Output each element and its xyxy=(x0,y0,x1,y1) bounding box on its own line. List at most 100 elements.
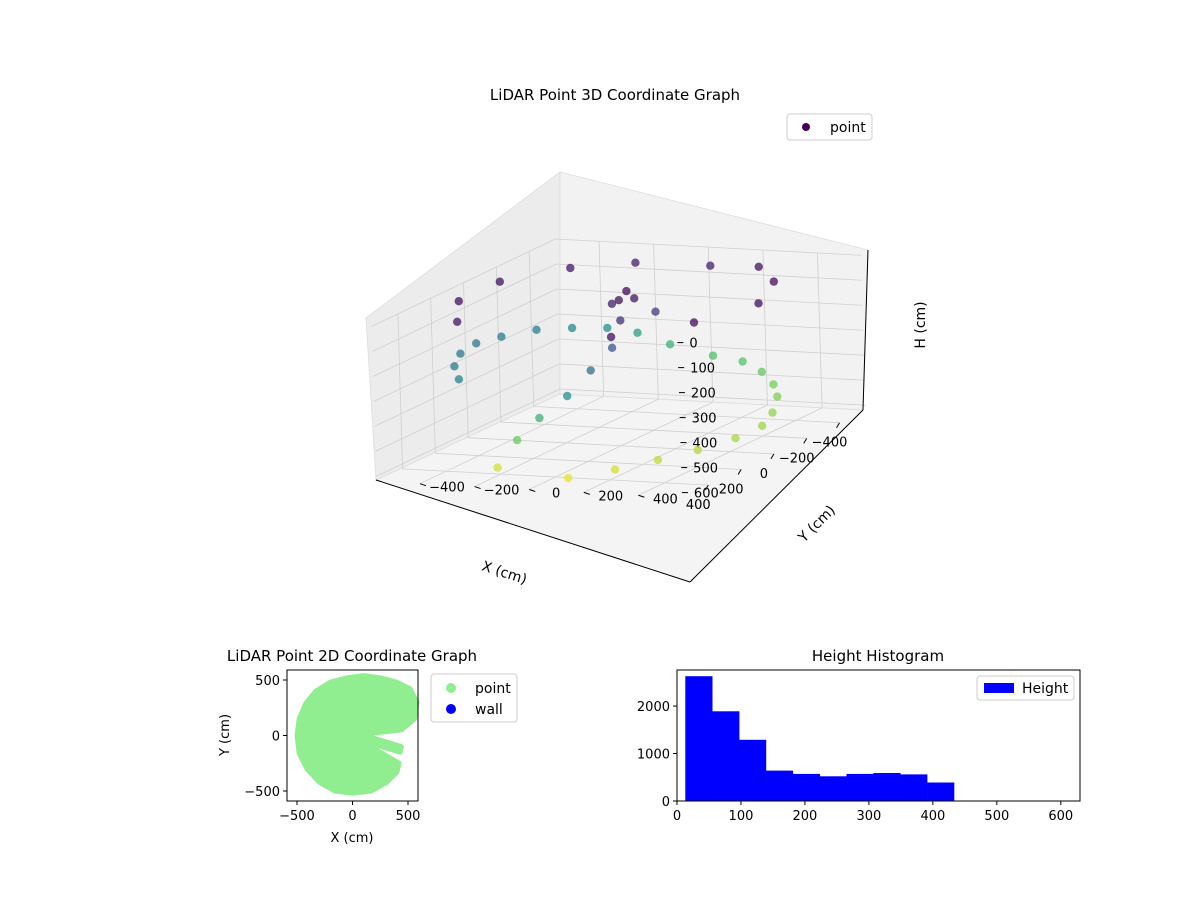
data-point xyxy=(495,277,504,286)
x-tick-label-hist: 200 xyxy=(793,809,818,824)
data-point xyxy=(614,296,623,305)
data-point xyxy=(497,332,506,341)
data-point xyxy=(564,473,573,483)
data-point xyxy=(512,436,522,445)
y-axis-line xyxy=(689,409,864,583)
data-point xyxy=(665,340,675,349)
data-point xyxy=(606,332,616,342)
x-tick-label-hist: 300 xyxy=(856,809,881,824)
x-tick-label-hist: 600 xyxy=(1048,809,1073,824)
histogram-bar xyxy=(739,739,767,801)
data-point xyxy=(456,349,465,358)
grid-line xyxy=(474,398,659,487)
grid-line xyxy=(372,263,557,352)
histogram-bar xyxy=(846,773,874,801)
grid-line xyxy=(529,401,714,490)
y-tick-label: 0 xyxy=(552,486,560,501)
grid-line xyxy=(463,282,469,438)
grid-line xyxy=(817,252,823,408)
legend-2d-wall-marker xyxy=(446,704,456,714)
data-point xyxy=(754,299,763,308)
y-axis-label-2d: Y (cm) xyxy=(218,714,233,757)
data-point xyxy=(754,262,763,271)
histogram-title: Height Histogram xyxy=(812,647,944,665)
x-tick-mark xyxy=(770,453,775,460)
y-tick-label: 400 xyxy=(653,492,678,507)
y-axis-label-3d: Y (cm) xyxy=(795,503,839,547)
x-tick-label-hist: 100 xyxy=(729,809,754,824)
legend-hist-swatch xyxy=(984,683,1014,693)
scatter-2d-points xyxy=(294,673,420,796)
histogram-bar xyxy=(900,774,928,801)
x-tick-label: 400 xyxy=(686,498,711,513)
x-tick-label-hist: 500 xyxy=(984,809,1009,824)
chart-2d: LiDAR Point 2D Coordinate Graph −500 0 500… xyxy=(218,647,518,846)
plot-frame-hist xyxy=(676,669,1081,802)
data-point xyxy=(769,380,778,389)
grid-line xyxy=(556,263,862,281)
data-point xyxy=(758,421,767,430)
histogram-bar xyxy=(819,776,847,801)
data-point xyxy=(454,375,464,384)
x-tick-mark xyxy=(836,422,840,428)
y-tick-mark xyxy=(638,494,645,498)
chart-2d-title: LiDAR Point 2D Coordinate Graph xyxy=(227,647,477,665)
z-axis-label-3d: H (cm) xyxy=(913,301,929,348)
legend-2d-point-label: point xyxy=(475,681,511,697)
data-point xyxy=(607,299,617,308)
legend-2d: point wall xyxy=(430,673,518,723)
data-point xyxy=(651,307,660,316)
data-point xyxy=(622,286,631,296)
z-tick-label: 300 xyxy=(692,412,717,427)
grid-line xyxy=(556,288,863,306)
grid-line xyxy=(638,407,823,496)
y-tick-label-2d: 0 xyxy=(272,730,280,745)
data-point xyxy=(689,318,699,327)
x-tick-mark xyxy=(704,484,709,491)
grid-line xyxy=(555,238,862,256)
ticks-histogram: 0 100 200 300 400 500 600 0 1000 2000 xyxy=(637,700,1073,824)
data-point xyxy=(693,445,702,455)
data-point xyxy=(567,323,577,333)
x-tick-label-2d: 500 xyxy=(396,809,421,824)
z-tick-label: 200 xyxy=(691,387,716,402)
data-point xyxy=(563,391,572,401)
data-point xyxy=(706,261,715,270)
chart-3d-title: LiDAR Point 3D Coordinate Graph xyxy=(490,86,740,104)
grid-line xyxy=(653,244,659,400)
y-tick-label-hist: 0 xyxy=(662,795,670,810)
y-tick-mark xyxy=(474,486,481,490)
grid-line xyxy=(375,363,560,452)
data-point xyxy=(738,357,747,366)
x-tick-mark xyxy=(737,469,742,475)
histogram-bar xyxy=(927,782,955,801)
grid-line xyxy=(373,313,558,402)
y-tick-label-2d: −500 xyxy=(244,785,280,800)
legend-3d-box xyxy=(786,113,873,141)
y-tick-label: 200 xyxy=(598,489,623,504)
data-point xyxy=(453,317,462,326)
grid-line xyxy=(707,247,714,403)
grid-line xyxy=(495,267,502,423)
z-tick-label: 600 xyxy=(694,487,719,502)
legend-3d-label: point xyxy=(830,120,866,136)
histogram-bar xyxy=(873,773,901,801)
y-tick-label: −200 xyxy=(484,484,520,499)
legend-hist: Height xyxy=(976,675,1075,701)
data-point xyxy=(472,339,481,348)
y-tick-label-hist: 1000 xyxy=(637,748,670,763)
legend-3d-marker xyxy=(802,123,810,131)
grid-line xyxy=(559,388,866,406)
histogram-bar xyxy=(792,773,820,801)
z-axis-line xyxy=(862,249,869,411)
legend-2d-point-marker xyxy=(446,683,456,693)
legend-hist-box xyxy=(976,675,1075,701)
data-point xyxy=(450,362,459,371)
grid-line xyxy=(374,338,559,427)
grid-line xyxy=(371,238,556,327)
x-tick-label-2d: 0 xyxy=(348,809,356,824)
y-tick-mark xyxy=(529,489,536,492)
x-tick-label-2d: −500 xyxy=(279,809,315,824)
grid-line xyxy=(419,395,604,485)
